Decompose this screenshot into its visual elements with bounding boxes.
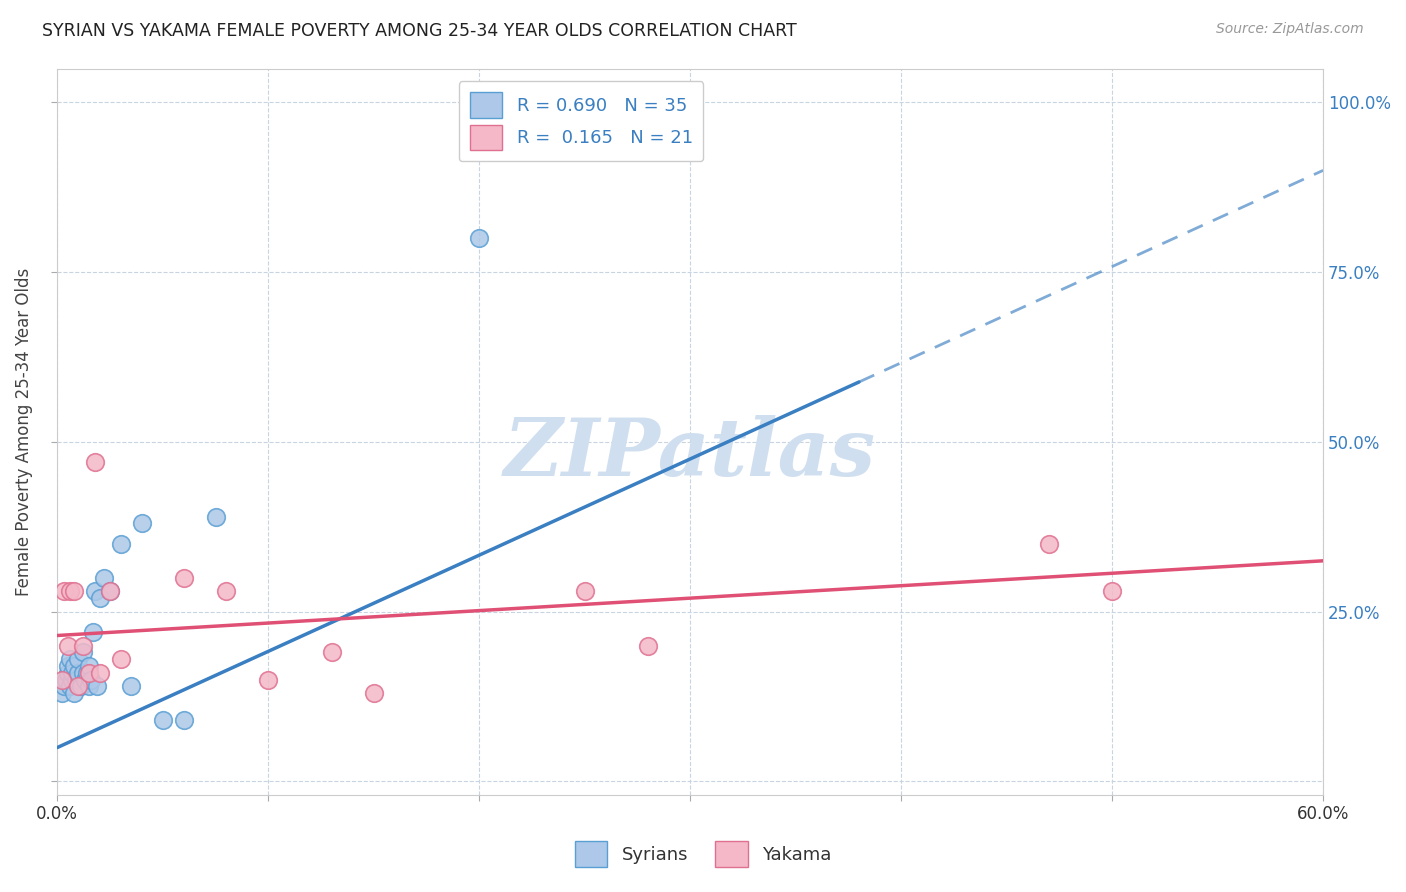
Point xyxy=(77,659,100,673)
Point xyxy=(63,686,86,700)
Point xyxy=(77,680,100,694)
Point xyxy=(59,652,82,666)
Point xyxy=(59,680,82,694)
Point xyxy=(65,673,87,687)
Point xyxy=(72,645,94,659)
Point xyxy=(468,231,491,245)
Point xyxy=(76,665,98,680)
Point xyxy=(84,455,107,469)
Point xyxy=(574,584,596,599)
Point xyxy=(110,537,132,551)
Point xyxy=(55,673,77,687)
Point xyxy=(89,591,111,606)
Point xyxy=(93,571,115,585)
Point xyxy=(84,584,107,599)
Point xyxy=(173,571,195,585)
Text: SYRIAN VS YAKAMA FEMALE POVERTY AMONG 25-34 YEAR OLDS CORRELATION CHART: SYRIAN VS YAKAMA FEMALE POVERTY AMONG 25… xyxy=(42,22,797,40)
Point xyxy=(67,680,90,694)
Point xyxy=(67,665,90,680)
Point xyxy=(89,665,111,680)
Point xyxy=(72,665,94,680)
Point xyxy=(72,639,94,653)
Point xyxy=(173,714,195,728)
Point xyxy=(52,584,75,599)
Point xyxy=(120,680,142,694)
Point xyxy=(1038,537,1060,551)
Point xyxy=(56,665,79,680)
Point xyxy=(152,714,174,728)
Point xyxy=(63,584,86,599)
Point xyxy=(77,665,100,680)
Point xyxy=(82,625,104,640)
Point xyxy=(637,639,659,653)
Legend: Syrians, Yakama: Syrians, Yakama xyxy=(568,834,838,874)
Point xyxy=(131,516,153,531)
Point xyxy=(204,509,226,524)
Point xyxy=(98,584,121,599)
Point xyxy=(56,659,79,673)
Y-axis label: Female Poverty Among 25-34 Year Olds: Female Poverty Among 25-34 Year Olds xyxy=(15,268,32,596)
Point xyxy=(73,673,96,687)
Point xyxy=(59,584,82,599)
Point xyxy=(321,645,343,659)
Point xyxy=(52,680,75,694)
Point xyxy=(98,584,121,599)
Text: ZIPatlas: ZIPatlas xyxy=(505,415,876,492)
Point xyxy=(67,652,90,666)
Point xyxy=(363,686,385,700)
Point xyxy=(63,659,86,673)
Point xyxy=(257,673,280,687)
Point xyxy=(51,686,73,700)
Text: Source: ZipAtlas.com: Source: ZipAtlas.com xyxy=(1216,22,1364,37)
Point xyxy=(51,673,73,687)
Point xyxy=(1101,584,1123,599)
Point xyxy=(60,673,83,687)
Point xyxy=(69,680,91,694)
Point xyxy=(56,639,79,653)
Point xyxy=(80,673,103,687)
Point xyxy=(215,584,238,599)
Point xyxy=(110,652,132,666)
Point xyxy=(60,665,83,680)
Legend: R = 0.690   N = 35, R =  0.165   N = 21: R = 0.690 N = 35, R = 0.165 N = 21 xyxy=(458,81,703,161)
Point xyxy=(86,680,108,694)
